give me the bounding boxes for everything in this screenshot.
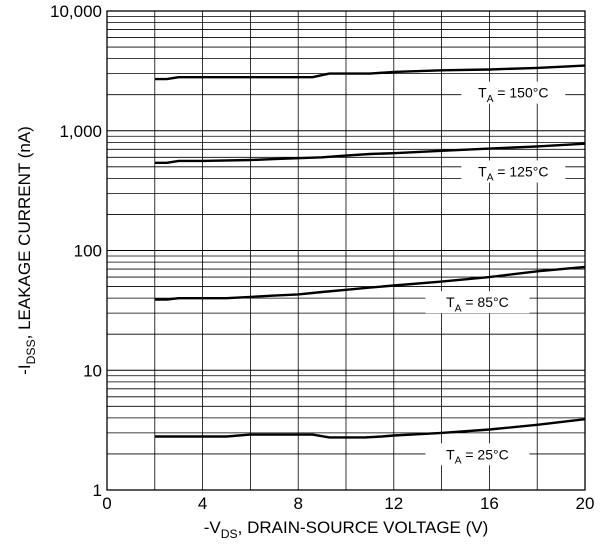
series-line-2 (154, 265, 586, 301)
x-tick-label: 0 (102, 494, 111, 513)
series-label-3: TA = 25°C (446, 446, 509, 466)
series-line-1 (154, 142, 586, 165)
x-tick-label: 20 (576, 494, 595, 513)
plot-frame (106, 10, 586, 491)
series-line-0 (154, 64, 586, 81)
series-label-bg-2 (425, 291, 530, 314)
y-tick-label: 10,000 (50, 2, 102, 21)
y-tick-label: 100 (74, 242, 102, 261)
y-tick-label: 1,000 (59, 122, 102, 141)
y-tick-label: 10 (83, 361, 102, 380)
series-label-bg-3 (425, 443, 530, 466)
x-tick-label: 8 (293, 494, 302, 513)
tick-layer: 0 4 8 12 16 20 1 10 100 1,000 10,000 (50, 2, 594, 513)
x-tick-label: 4 (198, 494, 207, 513)
y-tick-label: 1 (93, 481, 102, 500)
x-tick-label: 16 (480, 494, 499, 513)
series-label-1: TA = 125°C (478, 163, 548, 183)
series-label-bg-1 (461, 160, 566, 183)
label-layer: TA = 150°C TA = 125°C TA = 85°C TA = 25°C (425, 81, 566, 467)
series-line-3 (154, 418, 586, 439)
series-label-0: TA = 150°C (478, 85, 548, 105)
x-tick-label: 12 (384, 494, 403, 513)
grid-layer (107, 11, 585, 490)
y-axis-title: -IDSS, LEAKAGE CURRENT (nA) (15, 126, 38, 375)
series-label-bg-0 (461, 81, 566, 104)
series-label-2: TA = 85°C (446, 294, 509, 314)
series-layer (154, 64, 586, 439)
x-axis-title: -VDS, DRAIN-SOURCE VOLTAGE (V) (204, 518, 489, 541)
